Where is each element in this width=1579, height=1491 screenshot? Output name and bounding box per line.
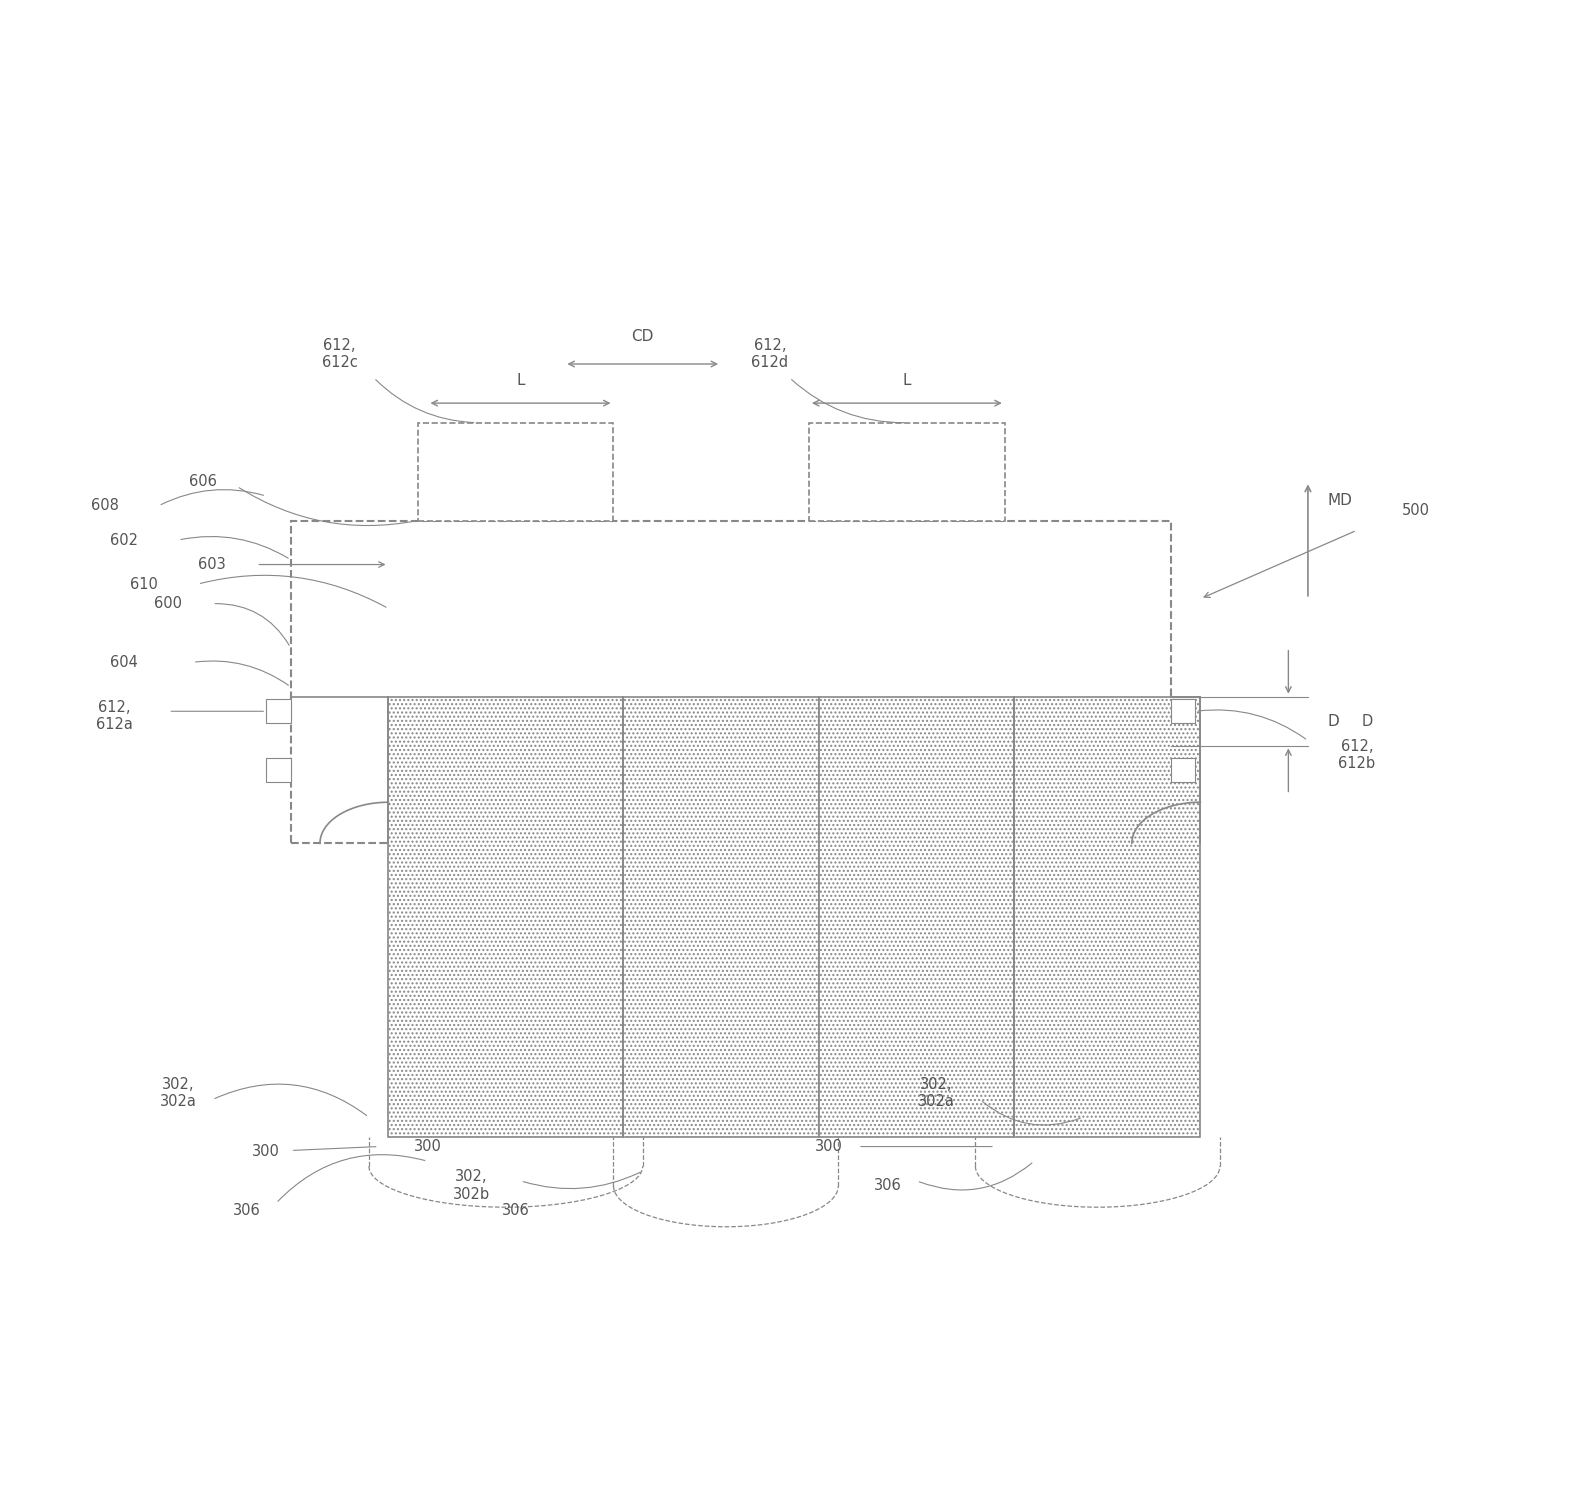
Text: 300: 300	[253, 1144, 279, 1159]
Text: 500: 500	[1402, 504, 1429, 519]
Text: 604: 604	[111, 655, 139, 669]
Text: 612,
612b: 612, 612b	[1339, 740, 1375, 771]
FancyBboxPatch shape	[418, 422, 613, 520]
Text: 602: 602	[111, 532, 139, 547]
Text: 608: 608	[92, 498, 118, 513]
Text: 603: 603	[199, 558, 226, 573]
Text: 302,
302a: 302, 302a	[917, 1077, 955, 1109]
Text: MD: MD	[1328, 494, 1352, 508]
Text: 600: 600	[155, 596, 182, 611]
FancyBboxPatch shape	[291, 520, 1172, 844]
Text: 612,
612c: 612, 612c	[322, 338, 357, 370]
Text: D: D	[1361, 714, 1374, 729]
Text: CD: CD	[632, 330, 654, 344]
Text: 300: 300	[414, 1139, 442, 1154]
Text: 610: 610	[129, 577, 158, 592]
Text: 606: 606	[188, 474, 216, 489]
FancyBboxPatch shape	[1014, 696, 1200, 1136]
Text: 612,
612d: 612, 612d	[752, 338, 788, 370]
FancyBboxPatch shape	[808, 422, 1004, 520]
Text: 300: 300	[815, 1139, 843, 1154]
Bar	[1172, 757, 1195, 783]
Bar	[267, 757, 291, 783]
Text: L: L	[516, 373, 524, 389]
Text: D: D	[1328, 714, 1339, 729]
FancyBboxPatch shape	[388, 696, 624, 1136]
Bar	[267, 699, 291, 723]
Bar	[1172, 699, 1195, 723]
Text: 306: 306	[502, 1203, 529, 1218]
Text: 302,
302a: 302, 302a	[159, 1077, 196, 1109]
Text: 306: 306	[873, 1178, 902, 1193]
Text: 612,
612a: 612, 612a	[96, 699, 133, 732]
FancyBboxPatch shape	[624, 696, 820, 1136]
FancyBboxPatch shape	[820, 696, 1014, 1136]
Text: 302,
302b: 302, 302b	[453, 1169, 489, 1202]
Text: 306: 306	[232, 1203, 261, 1218]
Text: L: L	[903, 373, 911, 389]
